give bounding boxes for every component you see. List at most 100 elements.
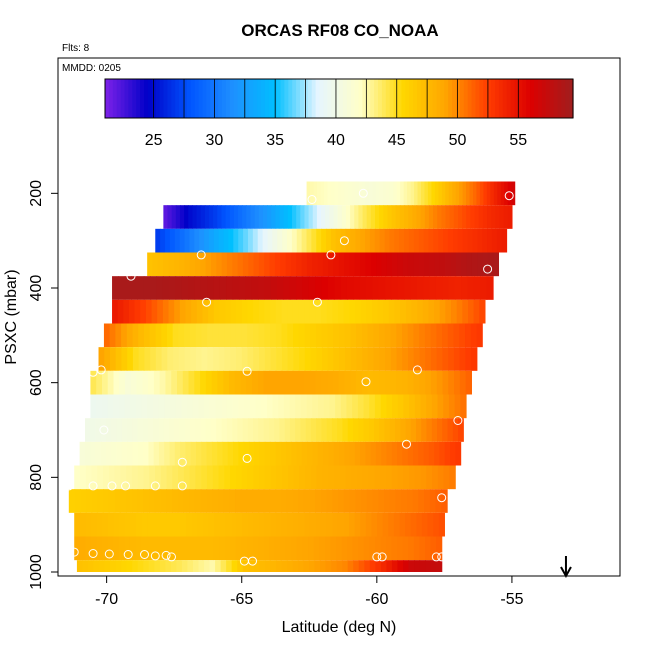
heatmap-cell xyxy=(153,370,161,395)
heatmap-cell xyxy=(443,228,449,253)
heatmap-cell xyxy=(442,418,449,442)
heatmap-cell xyxy=(283,205,289,229)
heatmap-cell xyxy=(107,370,115,395)
heatmap-cell xyxy=(442,276,450,300)
heatmap-cell xyxy=(402,536,409,561)
colorbar-segment xyxy=(389,79,395,118)
heatmap-cell xyxy=(213,228,220,253)
heatmap-cell xyxy=(242,252,249,277)
heatmap-cell xyxy=(174,299,181,324)
heatmap-cell xyxy=(115,323,122,348)
heatmap-cell xyxy=(404,228,410,253)
heatmap-cell xyxy=(118,536,125,561)
heatmap-cell xyxy=(450,252,457,277)
heatmap-cell xyxy=(358,205,364,229)
heatmap-cell xyxy=(453,323,460,348)
heatmap-cell xyxy=(169,228,176,253)
heatmap-cell xyxy=(374,228,381,253)
heatmap-cell xyxy=(247,347,254,371)
heatmap-cell xyxy=(132,560,139,572)
heatmap-cell xyxy=(313,536,320,561)
colorbar-segment xyxy=(467,79,473,118)
heatmap-cell xyxy=(370,252,377,277)
heatmap-cell xyxy=(327,276,335,300)
heatmap-cell xyxy=(309,489,316,513)
heatmap-cell xyxy=(204,560,211,572)
heatmap-cell xyxy=(187,394,194,419)
heatmap-cell xyxy=(143,560,150,572)
heatmap-cell xyxy=(302,276,310,300)
heatmap-cell xyxy=(224,465,231,490)
heatmap-cell xyxy=(173,347,180,371)
heatmap-cell xyxy=(300,418,307,442)
heatmap-cell xyxy=(207,536,214,561)
heatmap-cell xyxy=(185,441,192,466)
heatmap-cell xyxy=(285,441,292,466)
heatmap-cell xyxy=(462,181,467,206)
heatmap-cell xyxy=(274,536,281,561)
heatmap-cell xyxy=(477,252,484,277)
heatmap-cell xyxy=(160,489,167,513)
heatmap-cell xyxy=(344,370,351,395)
heatmap-cell xyxy=(74,489,81,513)
heatmap-cell xyxy=(399,228,405,253)
heatmap-cell xyxy=(479,181,485,206)
heatmap-cell xyxy=(230,347,237,371)
heatmap-cell xyxy=(169,441,176,466)
colorbar-segment xyxy=(561,79,566,118)
heatmap-cell xyxy=(79,536,86,561)
heatmap-cell xyxy=(113,370,120,395)
heatmap-cell xyxy=(436,347,444,371)
heatmap-cell xyxy=(343,299,350,324)
y-tick-label: 600 xyxy=(28,369,45,396)
heatmap-cell xyxy=(259,347,266,371)
heatmap-cell xyxy=(389,418,396,442)
colorbar-segment xyxy=(171,79,176,118)
sample-point-marker xyxy=(312,297,322,307)
heatmap-cell xyxy=(178,347,186,371)
colorbar-segment xyxy=(498,79,504,118)
heatmap-cell xyxy=(174,228,181,253)
heatmap-cell xyxy=(250,205,256,229)
sample-point-marker xyxy=(202,297,212,307)
heatmap-cell xyxy=(457,228,464,253)
heatmap-cell xyxy=(229,205,235,229)
colorbar-segment xyxy=(335,79,340,118)
heatmap-cell xyxy=(158,512,165,537)
heatmap-cell xyxy=(253,418,259,442)
heatmap-cell xyxy=(95,418,102,442)
heatmap-cell xyxy=(231,560,238,572)
heatmap-cell xyxy=(275,323,283,348)
heatmap-cell xyxy=(270,512,277,537)
heatmap-cell xyxy=(427,512,434,537)
heatmap-cell xyxy=(179,228,186,253)
heatmap-cell xyxy=(459,370,467,395)
heatmap-cell xyxy=(281,299,288,324)
heatmap-cell xyxy=(111,418,118,442)
heatmap-cell xyxy=(167,347,174,371)
heatmap-cell xyxy=(241,299,249,324)
heatmap-cell xyxy=(149,323,157,348)
heatmap-cell xyxy=(267,205,272,229)
heatmap-cell xyxy=(90,441,97,466)
heatmap-cell xyxy=(90,394,97,419)
heatmap-cell xyxy=(115,560,122,572)
heatmap-cell xyxy=(438,181,443,206)
heatmap-cell xyxy=(184,205,189,229)
heatmap-cell xyxy=(333,252,340,277)
plot-frame xyxy=(57,57,621,577)
heatmap-cell xyxy=(233,228,239,253)
heatmap-cell xyxy=(215,394,222,419)
heatmap-cell xyxy=(372,276,380,300)
heatmap-cell xyxy=(423,252,430,277)
colorbar-segment xyxy=(214,79,219,118)
heatmap-cell xyxy=(338,299,345,324)
heatmap-cell xyxy=(448,347,455,371)
heatmap-cell xyxy=(263,418,270,442)
heatmap-cell xyxy=(394,418,401,442)
sample-point-marker xyxy=(326,250,336,260)
heatmap-cell xyxy=(148,418,154,442)
heatmap-cell xyxy=(394,228,400,253)
colorbar-segment xyxy=(381,79,387,118)
